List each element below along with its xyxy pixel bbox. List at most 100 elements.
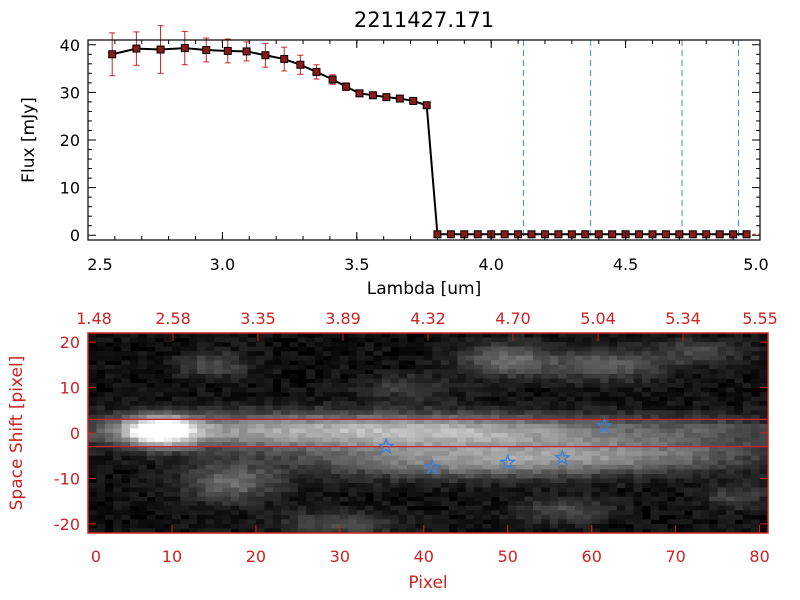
heatmap-cell (759, 346, 769, 352)
heatmap-cell (423, 355, 433, 361)
top-x-axis-label: Lambda [um] (367, 279, 481, 299)
heatmap-cell (633, 496, 643, 502)
heatmap-cell (88, 346, 97, 352)
heatmap-cell (675, 487, 685, 493)
heatmap-cell (297, 460, 307, 466)
heatmap-cell (146, 342, 156, 348)
heatmap-cell (432, 528, 442, 534)
heatmap-cell (222, 396, 232, 402)
heatmap-cell (407, 442, 416, 448)
heatmap-cell (423, 514, 433, 520)
heatmap-cell (138, 523, 148, 529)
heatmap-cell (381, 387, 391, 393)
heatmap-cell (717, 373, 727, 379)
heatmap-cell (222, 333, 232, 339)
heatmap-cell (432, 410, 442, 416)
heatmap-cell (692, 364, 702, 370)
heatmap-cell (448, 469, 458, 475)
heatmap-cell (205, 483, 215, 489)
heatmap-cell (398, 464, 408, 470)
heatmap-cell (163, 360, 173, 366)
heatmap-cell (222, 514, 232, 520)
heatmap-cell (465, 514, 475, 520)
heatmap-cell (465, 501, 475, 507)
heatmap-cell (726, 351, 735, 357)
heatmap-cell (600, 414, 609, 420)
heatmap-cell (608, 496, 618, 502)
heatmap-cell (742, 369, 752, 375)
heatmap-cell (499, 473, 509, 479)
heatmap-cell (591, 437, 601, 443)
heatmap-cell (407, 392, 416, 398)
heatmap-cell (507, 410, 517, 416)
heatmap-cell (742, 464, 752, 470)
bottom-x-tick-label: 70 (665, 547, 685, 566)
heatmap-cell (205, 514, 215, 520)
heatmap-cell (549, 451, 559, 457)
heatmap-cell (213, 360, 223, 366)
heatmap-cell (129, 501, 139, 507)
heatmap-cell (88, 428, 97, 434)
heatmap-cell (566, 510, 576, 516)
heatmap-cell (684, 355, 693, 361)
heatmap-cell (633, 510, 643, 516)
x-tick-label: 5.0 (743, 255, 768, 274)
heatmap-cell (759, 478, 769, 484)
heatmap-cell (440, 510, 450, 516)
heatmap-cell (709, 492, 719, 498)
heatmap-cell (532, 510, 542, 516)
heatmap-cell (465, 446, 475, 452)
heatmap-cell (415, 387, 425, 393)
heatmap-cell (272, 364, 282, 370)
heatmap-cell (331, 437, 341, 443)
heatmap-cell (88, 487, 97, 493)
heatmap-cell (726, 442, 735, 448)
heatmap-cell (608, 414, 618, 420)
heatmap-cell (600, 342, 609, 348)
heatmap-cell (524, 423, 534, 429)
heatmap-cell (692, 514, 702, 520)
heatmap-cell (138, 369, 148, 375)
heatmap-cell (642, 378, 651, 384)
heatmap-cell (356, 483, 366, 489)
heatmap-cell (574, 446, 584, 452)
heatmap-cell (222, 442, 232, 448)
heatmap-cell (684, 437, 693, 443)
heatmap-cell (440, 392, 450, 398)
heatmap-cell (129, 355, 139, 361)
heatmap-cell (448, 433, 458, 439)
heatmap-cell (213, 451, 223, 457)
heatmap-cell (415, 496, 425, 502)
heatmap-cell (390, 455, 400, 461)
heatmap-cell (180, 433, 190, 439)
heatmap-cell (633, 473, 643, 479)
heatmap-cell (113, 492, 123, 498)
heatmap-cell (742, 392, 752, 398)
heatmap-cell (549, 446, 559, 452)
heatmap-cell (423, 351, 433, 357)
heatmap-cell (188, 337, 198, 343)
heatmap-cell (188, 514, 198, 520)
heatmap-cell (423, 501, 433, 507)
heatmap-cell (516, 387, 526, 393)
heatmap-cell (180, 383, 190, 389)
heatmap-cell (507, 492, 517, 498)
heatmap-cell (188, 528, 198, 534)
heatmap-cell (616, 496, 626, 502)
heatmap-cell (608, 351, 618, 357)
heatmap-cell (121, 351, 131, 357)
heatmap-cell (356, 401, 366, 407)
heatmap-cell (205, 460, 215, 466)
data-point-17 (409, 96, 418, 105)
heatmap-cell (129, 523, 139, 529)
data-point-10 (312, 67, 321, 76)
heatmap-cell (684, 446, 693, 452)
heatmap-cell (88, 442, 97, 448)
heatmap-cell (180, 414, 190, 420)
top-axis-wavelength-label: 1.48 (76, 309, 112, 328)
heatmap-cell (155, 405, 165, 411)
heatmap-cell (373, 419, 383, 425)
heatmap-cell (356, 496, 366, 502)
heatmap-cell (297, 523, 307, 529)
heatmap-cell (415, 383, 425, 389)
